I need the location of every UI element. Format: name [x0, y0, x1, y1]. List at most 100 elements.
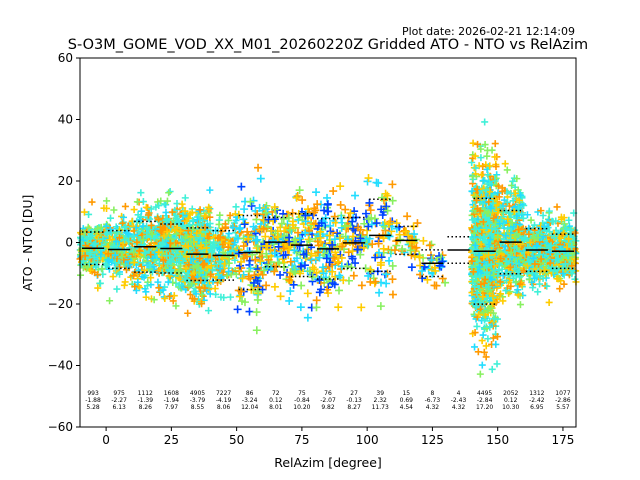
data-point [471, 217, 479, 225]
x-axis-label: RelAzim [degree] [274, 455, 382, 470]
data-point [285, 225, 294, 234]
data-point [316, 285, 325, 294]
data-point [486, 179, 494, 187]
data-point [223, 272, 231, 280]
bin-stat-label: 0.12 [269, 397, 283, 404]
y-tick-label: 0 [65, 236, 73, 250]
bin-stat-label: -4.19 [216, 397, 232, 404]
data-point [305, 237, 314, 246]
data-point [264, 255, 273, 264]
data-point [288, 208, 297, 217]
data-point [486, 323, 494, 331]
x-tick-label: 0 [102, 433, 110, 447]
data-point [486, 236, 494, 244]
bin-stat-label: -0.84 [294, 397, 310, 404]
data-point [198, 216, 206, 224]
data-point [546, 248, 554, 256]
y-axis-ticks: −60 −40 −20 0 20 40 60 [48, 51, 80, 434]
data-point [286, 257, 295, 266]
data-point [147, 221, 155, 229]
data-point [338, 242, 347, 251]
data-point [173, 258, 181, 266]
data-point [225, 268, 233, 276]
bin-stat-label: 5.28 [86, 404, 100, 411]
data-point [108, 235, 116, 243]
data-point [528, 269, 536, 277]
data-point [254, 287, 263, 296]
data-point [119, 219, 127, 227]
data-point [357, 281, 366, 290]
data-point [135, 228, 143, 236]
data-point [376, 261, 385, 270]
data-point [347, 263, 356, 272]
data-point [366, 265, 375, 274]
data-point [201, 212, 209, 220]
bin-stat-label: -2.86 [555, 397, 571, 404]
data-point [143, 232, 151, 240]
data-point [341, 205, 350, 214]
data-point [527, 216, 535, 224]
data-point [147, 205, 155, 213]
data-point [492, 340, 500, 348]
data-point [212, 290, 220, 298]
data-point [348, 217, 357, 226]
data-point [312, 268, 321, 277]
data-point [315, 276, 324, 285]
data-point [499, 272, 507, 280]
data-point [90, 253, 98, 261]
data-point [229, 223, 237, 231]
data-point [378, 211, 387, 220]
data-point [483, 272, 491, 280]
x-tick-label: 25 [164, 433, 179, 447]
data-point [427, 240, 436, 249]
data-point [471, 297, 479, 305]
data-point [531, 260, 539, 268]
data-point [468, 159, 476, 166]
data-point [84, 263, 92, 271]
data-point [494, 233, 502, 241]
data-point [88, 198, 96, 206]
data-point [474, 205, 482, 213]
data-point [151, 234, 159, 242]
data-point [407, 251, 416, 260]
data-point [336, 200, 345, 209]
data-point [215, 250, 223, 258]
data-point [132, 286, 140, 294]
data-point [483, 287, 491, 295]
data-point [533, 242, 541, 250]
data-point [91, 240, 99, 248]
data-point [371, 277, 380, 286]
data-point [146, 261, 154, 269]
data-point [173, 224, 181, 232]
bin-stat-label: -1.94 [164, 397, 180, 404]
data-point [468, 187, 476, 195]
data-point [539, 274, 547, 282]
data-point [84, 223, 92, 231]
data-point [556, 285, 564, 293]
data-point [80, 208, 88, 216]
data-point [205, 205, 213, 213]
data-point [116, 234, 124, 242]
data-point [328, 279, 337, 288]
data-point [305, 267, 314, 276]
data-point [131, 283, 139, 291]
bin-stat-label: -2.84 [477, 397, 493, 404]
data-point [196, 234, 204, 242]
data-point [343, 235, 352, 244]
y-tick-label: −60 [48, 420, 73, 434]
data-point [301, 229, 310, 238]
bin-stat-label: 4 [457, 390, 461, 397]
data-point [236, 261, 245, 270]
data-point [253, 235, 262, 244]
data-point [509, 177, 517, 185]
data-point [94, 271, 102, 279]
data-point [476, 370, 484, 378]
data-point [311, 206, 320, 215]
data-point [468, 257, 476, 265]
data-point [333, 257, 342, 266]
data-point [410, 230, 419, 239]
data-point [331, 272, 340, 281]
data-point [296, 303, 305, 312]
data-point [476, 272, 484, 280]
data-point [186, 210, 194, 218]
